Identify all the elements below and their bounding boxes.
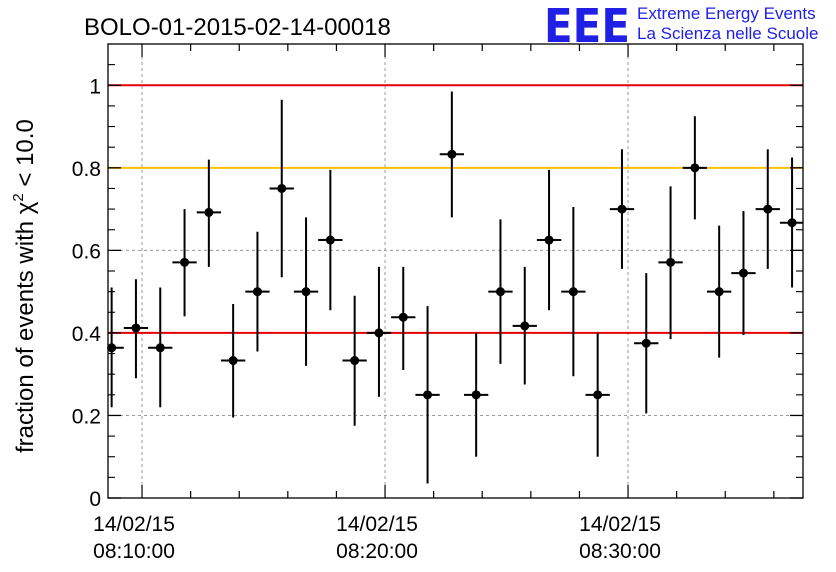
data-point <box>391 266 416 371</box>
grid-lines <box>108 44 803 498</box>
data-point <box>682 116 708 220</box>
point-marker <box>666 257 676 267</box>
point-marker <box>787 218 797 228</box>
chart-title: BOLO-01-2015-02-14-00018 <box>84 14 391 41</box>
data-point <box>148 287 173 408</box>
data-point <box>731 211 756 335</box>
logo-line-1: Extreme Energy Events <box>637 4 816 23</box>
point-marker <box>447 149 457 159</box>
data-point <box>439 91 465 218</box>
data-point <box>342 295 367 426</box>
y-tick-label: 0.2 <box>72 405 101 428</box>
point-marker <box>423 390 433 400</box>
point-marker <box>690 163 700 173</box>
data-point <box>293 217 319 366</box>
data-point <box>196 159 221 267</box>
data-point <box>561 207 586 377</box>
y-axis-label: fraction of events with χ2 < 10.0 <box>10 119 39 453</box>
y-axis-label-exponent: 2 <box>10 193 27 201</box>
point-marker <box>544 235 554 245</box>
point-marker <box>374 328 384 338</box>
axis-ticks <box>108 44 803 499</box>
y-tick-label: 1 <box>89 75 101 98</box>
data-point <box>318 169 343 311</box>
x-tick-date-label: 14/02/15 <box>579 513 661 536</box>
data-point <box>536 169 562 311</box>
data-point <box>415 306 440 484</box>
data-point <box>609 149 635 269</box>
point-marker <box>617 204 627 214</box>
y-axis-label-tail: < 10.0 <box>12 119 39 193</box>
point-marker <box>471 390 481 400</box>
point-marker <box>155 343 165 353</box>
point-marker <box>738 268 748 278</box>
x-tick-date-label: 14/02/15 <box>336 513 418 536</box>
eee-logo: EEE Extreme Energy Events La Scienza nel… <box>544 0 818 53</box>
data-points <box>107 91 803 484</box>
data-point <box>464 332 489 457</box>
x-tick-time-label: 08:20:00 <box>336 540 418 563</box>
eee-logo-mark: EEE <box>544 0 630 53</box>
data-point <box>366 266 392 397</box>
x-tick-time-label: 08:10:00 <box>93 540 175 563</box>
y-tick-label: 0.6 <box>72 240 101 263</box>
point-marker <box>107 343 117 353</box>
point-marker <box>714 287 724 297</box>
data-point <box>269 99 294 278</box>
logo-line-2: La Scienza nelle Scuole <box>637 24 818 43</box>
y-tick-label: 0.4 <box>72 323 102 346</box>
data-point <box>245 231 270 352</box>
point-marker <box>277 183 287 193</box>
data-point <box>512 266 537 385</box>
point-marker <box>252 287 262 297</box>
tick-labels: 0 0.2 0.4 0.6 0.8 1 14/02/15 08:10:00 14/02/15 08… <box>72 75 661 563</box>
point-marker <box>495 287 505 297</box>
plot-frame <box>107 43 804 499</box>
data-point <box>658 186 683 340</box>
point-marker <box>520 321 530 331</box>
data-point <box>172 209 197 317</box>
point-marker <box>204 207 214 217</box>
point-marker <box>228 356 238 366</box>
x-tick-time-label: 08:30:00 <box>579 540 661 563</box>
point-marker <box>301 287 311 297</box>
point-marker <box>641 338 651 348</box>
point-marker <box>131 323 141 333</box>
point-marker <box>593 390 603 400</box>
data-point <box>707 225 732 358</box>
reference-lines <box>108 84 803 334</box>
point-marker <box>180 257 190 267</box>
data-point <box>585 332 610 457</box>
x-tick-date-label: 14/02/15 <box>93 513 175 536</box>
y-tick-label: 0 <box>89 488 101 511</box>
data-point <box>220 304 246 418</box>
data-point <box>779 157 803 288</box>
point-marker <box>568 287 578 297</box>
point-marker <box>350 356 360 366</box>
y-axis-label-symbol: χ <box>12 201 39 214</box>
point-marker <box>763 204 773 214</box>
data-point <box>107 287 124 408</box>
data-point <box>634 273 659 414</box>
data-point <box>123 279 149 379</box>
data-point <box>488 219 513 364</box>
y-axis-label-main: fraction of events with <box>12 214 39 453</box>
point-marker <box>325 235 335 245</box>
data-point <box>755 149 780 269</box>
point-marker <box>398 312 408 322</box>
y-tick-label: 0.8 <box>72 158 101 181</box>
